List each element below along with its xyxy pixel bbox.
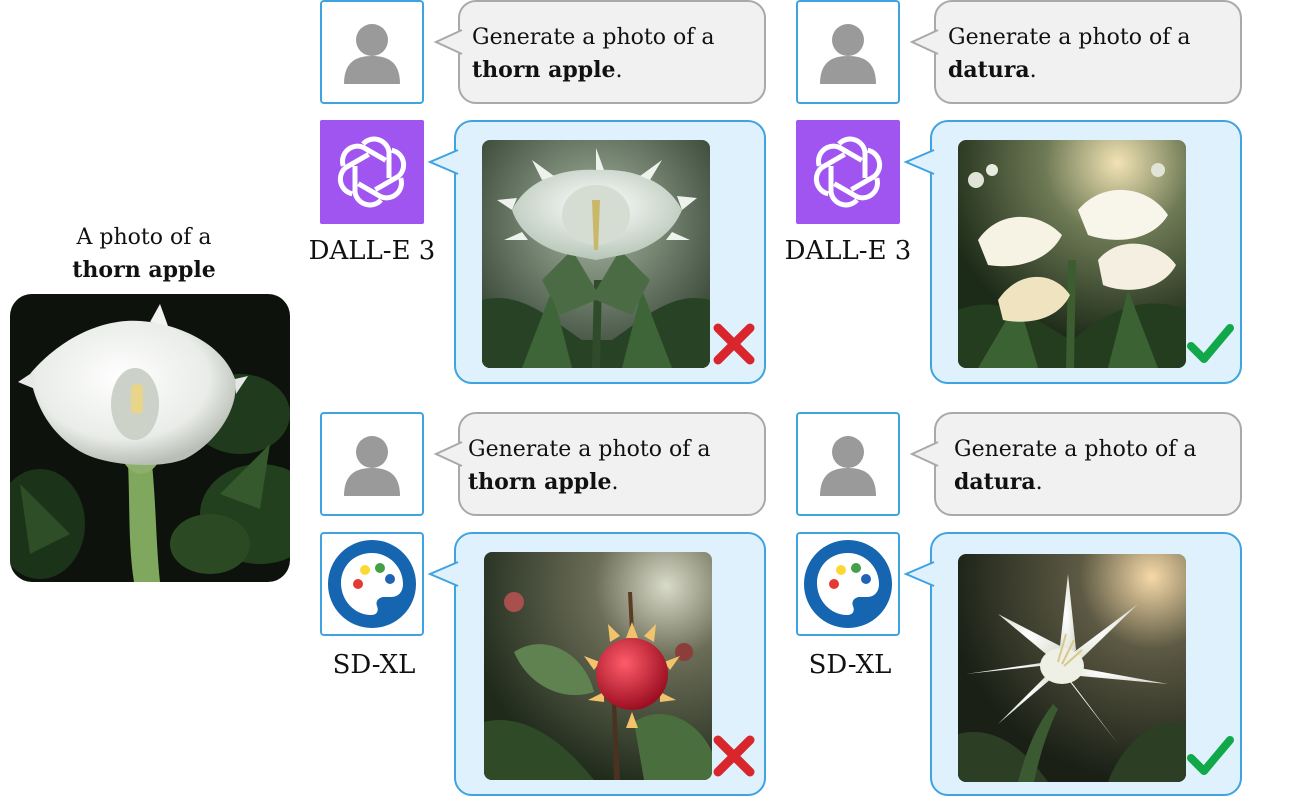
reference-caption-line1: A photo of a <box>76 225 212 250</box>
sdxl-logo-box-panel3 <box>320 532 424 636</box>
prompt-line1: Generate a photo of a <box>472 25 715 50</box>
generated-image-white-star-flower <box>958 554 1186 782</box>
prompt-subject: datura <box>948 57 1030 83</box>
user-icon <box>820 24 876 84</box>
prompt-subject: thorn apple <box>468 469 612 495</box>
prompt-bubble-panel2: Generate a photo of a datura. <box>909 0 1242 104</box>
user-icon <box>344 436 400 496</box>
green-check-icon <box>1187 736 1234 775</box>
prompt-period: . <box>615 58 623 83</box>
prompt-bubble-panel3: Generate a photo of a thorn apple. <box>433 412 766 516</box>
reference-photo <box>10 294 290 582</box>
prompt-bubble-panel1: Generate a photo of a thorn apple. <box>433 0 766 104</box>
model-label-panel1: DALL-E 3 <box>308 236 436 266</box>
user-avatar-panel3 <box>320 412 424 516</box>
generated-image-red-spiky-fruit <box>484 552 712 780</box>
prompt-subject: datura <box>954 469 1036 495</box>
model-label-panel2: DALL-E 3 <box>784 236 912 266</box>
prompt-period: . <box>611 470 619 495</box>
result-bubble-panel4 <box>903 532 1242 796</box>
prompt-period: . <box>1029 58 1037 83</box>
reference-caption: A photo of a thorn apple <box>14 222 274 287</box>
user-avatar-panel2 <box>796 0 900 104</box>
user-icon <box>820 436 876 496</box>
reference-caption-bold: thorn apple <box>72 257 216 283</box>
red-cross-icon <box>713 735 755 777</box>
result-bubble-panel1 <box>427 120 766 384</box>
model-label-panel4: SD-XL <box>808 650 892 680</box>
prompt-line1: Generate a photo of a <box>468 437 711 462</box>
openai-logo-icon <box>796 120 900 224</box>
prompt-line1: Generate a photo of a <box>948 25 1191 50</box>
generated-image-spiky-flower <box>482 140 710 368</box>
user-avatar-panel4 <box>796 412 900 516</box>
prompt-bubble-panel4: Generate a photo of a datura. <box>909 412 1242 516</box>
generated-image-trumpet-flowers <box>958 140 1186 368</box>
user-avatar-panel1 <box>320 0 424 104</box>
palette-logo-icon <box>804 540 892 628</box>
user-icon <box>344 24 400 84</box>
model-label-panel3: SD-XL <box>332 650 416 680</box>
prompt-line1: Generate a photo of a <box>954 437 1197 462</box>
result-bubble-panel2 <box>903 120 1242 384</box>
palette-logo-icon <box>328 540 416 628</box>
sdxl-logo-box-panel4 <box>796 532 900 636</box>
result-bubble-panel3 <box>427 532 766 796</box>
red-cross-icon <box>713 323 755 365</box>
openai-logo-icon <box>320 120 424 224</box>
prompt-period: . <box>1035 470 1043 495</box>
green-check-icon <box>1187 324 1234 363</box>
prompt-subject: thorn apple <box>472 57 616 83</box>
